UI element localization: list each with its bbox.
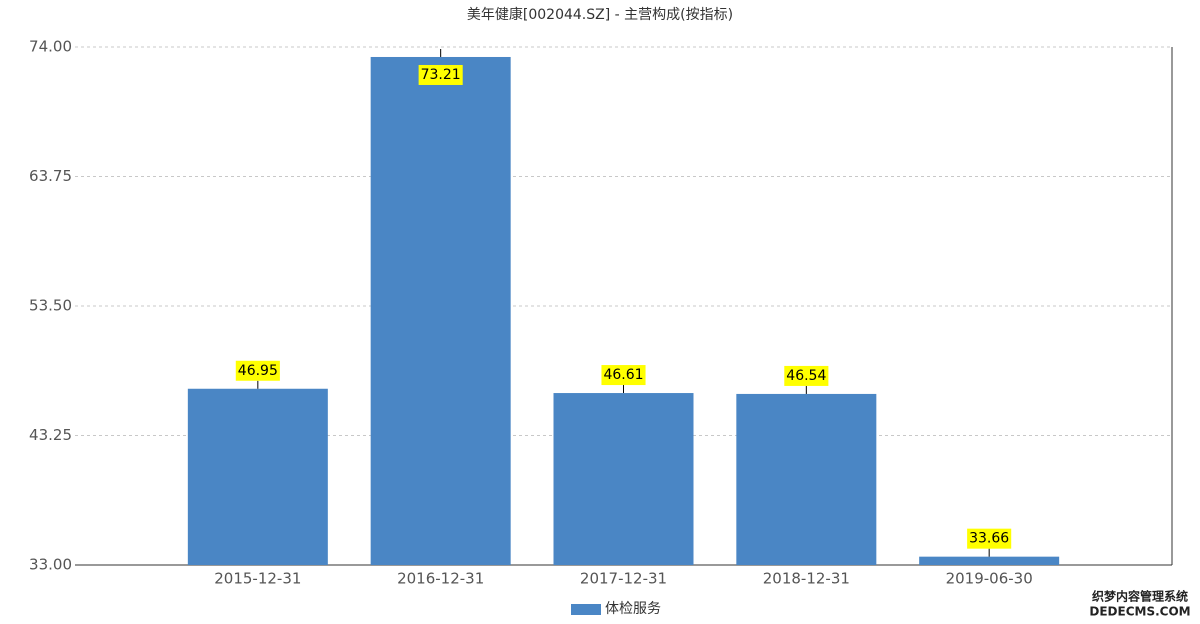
value-label: 46.61 [603,367,643,383]
x-tick-label: 2017-12-31 [580,570,667,588]
value-label: 33.66 [969,531,1009,547]
watermark: 织梦内容管理系统 [1092,589,1188,604]
legend-label: 体检服务 [605,601,661,617]
value-label-bg [418,64,463,85]
x-tick-label: 2019-06-30 [946,570,1033,588]
bar [919,556,1060,565]
x-tick-label: 2016-12-31 [397,570,484,588]
legend-swatch [571,604,601,615]
value-label: 46.54 [786,368,826,384]
value-label: 46.95 [238,363,278,379]
y-tick-label: 74.00 [29,38,72,56]
y-tick-label: 53.50 [29,297,72,315]
y-tick-label: 63.75 [29,167,72,185]
value-label-bg [235,360,280,381]
bar [187,388,328,565]
x-tick-label: 2015-12-31 [214,570,301,588]
x-tick-label: 2018-12-31 [763,570,850,588]
bar [736,393,877,565]
y-tick-label: 33.00 [29,556,72,574]
y-tick-label: 43.25 [29,426,72,444]
bar [553,393,694,565]
watermark: DEDECMS.COM [1089,605,1190,619]
value-label-bg [967,528,1012,549]
bar [370,56,511,565]
value-label-bg [784,365,829,386]
value-label: 73.21 [421,67,461,83]
value-label-bg [601,365,646,386]
chart-title: 美年健康[002044.SZ] - 主营构成(按指标) [467,6,733,23]
